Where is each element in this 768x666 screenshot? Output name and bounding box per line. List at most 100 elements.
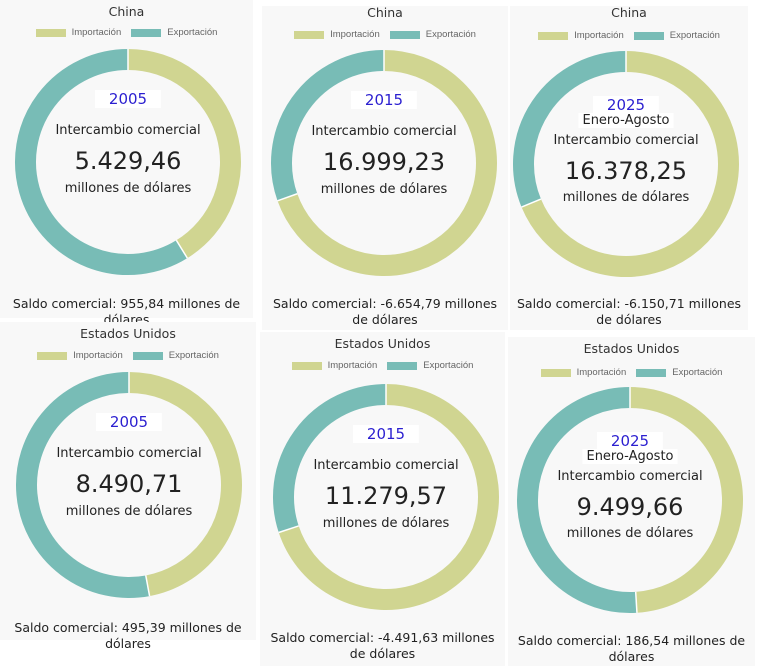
legend-label: Exportación (425, 29, 476, 40)
unit-label: millones de dólares (566, 526, 694, 541)
legend-label: Exportación (168, 350, 219, 361)
year-label: 2025 (592, 96, 660, 114)
slice-importacion[interactable] (277, 50, 497, 276)
slice-separator (634, 591, 638, 613)
legend-swatch (294, 30, 325, 39)
slice-separator (175, 239, 188, 259)
legend-swatch (389, 30, 420, 39)
saldo-comercial: Saldo comercial: 186,54 millones de dóla… (517, 633, 746, 664)
legend-label: Exportación (669, 30, 720, 41)
donut-panel: China Importación Exportación 2005 Inter… (0, 0, 253, 327)
donut-panel: China Importación Exportación 2015 Inter… (262, 5, 508, 330)
legend: Importación Exportación (260, 360, 505, 371)
legend-label: Importación (330, 29, 380, 40)
legend: Importación Exportación (262, 29, 508, 40)
legend-swatch (387, 361, 418, 370)
total-value: 11.279,57 (324, 482, 448, 510)
saldo-comercial: Saldo comercial: -6.150,71 millones de d… (516, 296, 742, 327)
donut-chart (16, 372, 242, 598)
slice-exportacion[interactable] (517, 387, 637, 613)
unit-label: millones de dólares (320, 182, 448, 197)
center-label: Intercambio comercial (553, 133, 699, 148)
total-value: 5.429,46 (74, 147, 182, 175)
center-label: Intercambio comercial (313, 458, 459, 473)
slice-importacion[interactable] (629, 387, 743, 613)
chart-title: China (108, 4, 145, 19)
donut-panel: Estados Unidos Importación Exportación 2… (508, 337, 755, 666)
saldo-comercial: Saldo comercial: 495,39 millones de dóla… (14, 620, 242, 651)
legend-label: Importación (71, 27, 122, 38)
slice-separator (277, 193, 298, 202)
slice-exportacion[interactable] (273, 384, 387, 533)
legend-swatch (132, 351, 163, 360)
legend-item-importacion[interactable]: Importación (538, 30, 624, 41)
slice-exportacion[interactable] (271, 50, 385, 201)
legend-swatch (633, 31, 664, 40)
legend-item-exportacion[interactable]: Exportación (633, 30, 720, 41)
donut-chart (15, 49, 241, 275)
slice-exportacion[interactable] (15, 49, 188, 275)
legend-label: Importación (574, 30, 624, 41)
chart-title: Estados Unidos (583, 341, 680, 356)
legend: Importación Exportación (510, 30, 748, 41)
slice-separator (278, 525, 299, 534)
period-label: Enero-Agosto (582, 449, 678, 464)
legend: Importación Exportación (0, 27, 253, 38)
legend-item-exportacion[interactable]: Exportación (132, 350, 219, 361)
legend: Importación Exportación (508, 367, 755, 378)
chart-title: China (367, 5, 403, 20)
slice-importacion[interactable] (278, 384, 499, 610)
legend-item-importacion[interactable]: Importación (294, 29, 380, 40)
legend-item-importacion[interactable]: Importación (291, 360, 378, 371)
legend-item-exportacion[interactable]: Exportación (389, 29, 476, 40)
slice-importacion[interactable] (127, 49, 241, 259)
chart-title: China (611, 5, 647, 20)
center-label: Intercambio comercial (311, 124, 457, 139)
legend-swatch (131, 28, 162, 37)
legend-swatch (291, 361, 322, 370)
legend-label: Importación (576, 367, 627, 378)
slice-importacion[interactable] (521, 51, 739, 277)
legend-label: Exportación (672, 367, 723, 378)
unit-label: millones de dólares (65, 504, 193, 519)
legend-item-importacion[interactable]: Importación (540, 367, 627, 378)
center-label: Intercambio comercial (56, 446, 202, 461)
center-label: Intercambio comercial (557, 469, 703, 484)
slice-exportacion[interactable] (513, 51, 627, 208)
donut-panel: China Importación Exportación 2025 Enero… (510, 5, 748, 330)
legend-item-exportacion[interactable]: Exportación (387, 360, 473, 371)
legend-item-exportacion[interactable]: Exportación (636, 367, 722, 378)
donut-chart (273, 384, 499, 610)
legend-label: Importación (73, 350, 123, 361)
legend-item-exportacion[interactable]: Exportación (131, 27, 217, 38)
year-label: 2005 (94, 90, 162, 108)
legend-item-importacion[interactable]: Importación (35, 27, 122, 38)
legend-swatch (540, 368, 571, 377)
donut-panel: Estados Unidos Importación Exportación 2… (0, 322, 256, 651)
donut-chart (271, 50, 497, 276)
total-value: 8.490,71 (75, 470, 183, 498)
period-label: Enero-Agosto (578, 113, 674, 128)
unit-label: millones de dólares (322, 516, 450, 531)
slice-separator (145, 575, 151, 597)
year-label: 2025 (596, 432, 664, 450)
center-label: Intercambio comercial (55, 123, 201, 138)
donut-panel: Estados Unidos Importación Exportación 2… (260, 332, 505, 666)
unit-label: millones de dólares (562, 190, 690, 205)
slice-exportacion[interactable] (16, 372, 150, 598)
total-value: 9.499,66 (576, 493, 684, 521)
donut-chart (517, 387, 743, 613)
slice-importacion[interactable] (128, 372, 242, 597)
saldo-comercial: Saldo comercial: -6.654,79 millones de d… (272, 296, 498, 327)
donut-chart (513, 51, 739, 277)
saldo-comercial: Saldo comercial: -4.491,63 millones de d… (270, 630, 495, 661)
legend: Importación Exportación (0, 350, 256, 361)
chart-title: Estados Unidos (80, 326, 176, 341)
legend-item-importacion[interactable]: Importación (37, 350, 123, 361)
legend-label: Exportación (423, 360, 474, 371)
legend-swatch (37, 351, 68, 360)
legend-swatch (35, 28, 66, 37)
legend-label: Importación (327, 360, 378, 371)
total-value: 16.999,23 (322, 148, 446, 176)
unit-label: millones de dólares (64, 181, 192, 196)
